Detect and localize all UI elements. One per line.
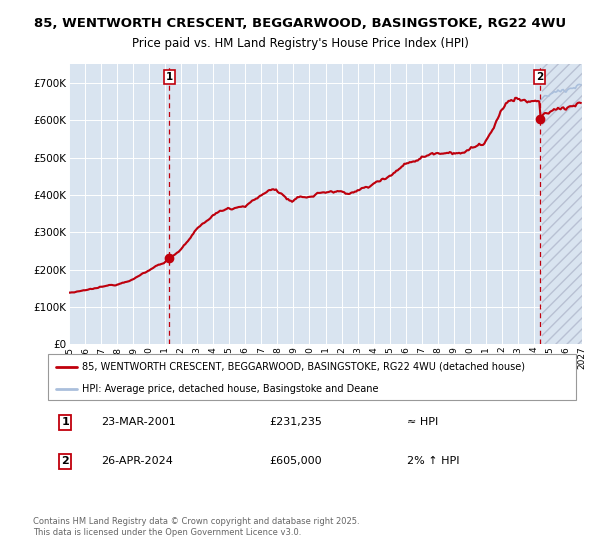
Text: 1: 1 <box>166 72 173 82</box>
Text: 26-APR-2024: 26-APR-2024 <box>101 456 173 466</box>
Text: 2% ↑ HPI: 2% ↑ HPI <box>407 456 460 466</box>
Text: 85, WENTWORTH CRESCENT, BEGGARWOOD, BASINGSTOKE, RG22 4WU (detached house): 85, WENTWORTH CRESCENT, BEGGARWOOD, BASI… <box>82 362 526 372</box>
Text: ≈ HPI: ≈ HPI <box>407 417 438 427</box>
Text: 85, WENTWORTH CRESCENT, BEGGARWOOD, BASINGSTOKE, RG22 4WU: 85, WENTWORTH CRESCENT, BEGGARWOOD, BASI… <box>34 17 566 30</box>
Text: Price paid vs. HM Land Registry's House Price Index (HPI): Price paid vs. HM Land Registry's House … <box>131 37 469 50</box>
Text: 1: 1 <box>61 417 69 427</box>
Text: Contains HM Land Registry data © Crown copyright and database right 2025.
This d: Contains HM Land Registry data © Crown c… <box>33 517 359 537</box>
Bar <box>542 64 582 344</box>
Text: 2: 2 <box>61 456 69 466</box>
Text: HPI: Average price, detached house, Basingstoke and Deane: HPI: Average price, detached house, Basi… <box>82 384 379 394</box>
Text: £231,235: £231,235 <box>270 417 323 427</box>
Bar <box>542 64 582 344</box>
Text: £605,000: £605,000 <box>270 456 322 466</box>
Text: 23-MAR-2001: 23-MAR-2001 <box>101 417 176 427</box>
Text: 2: 2 <box>536 72 543 82</box>
